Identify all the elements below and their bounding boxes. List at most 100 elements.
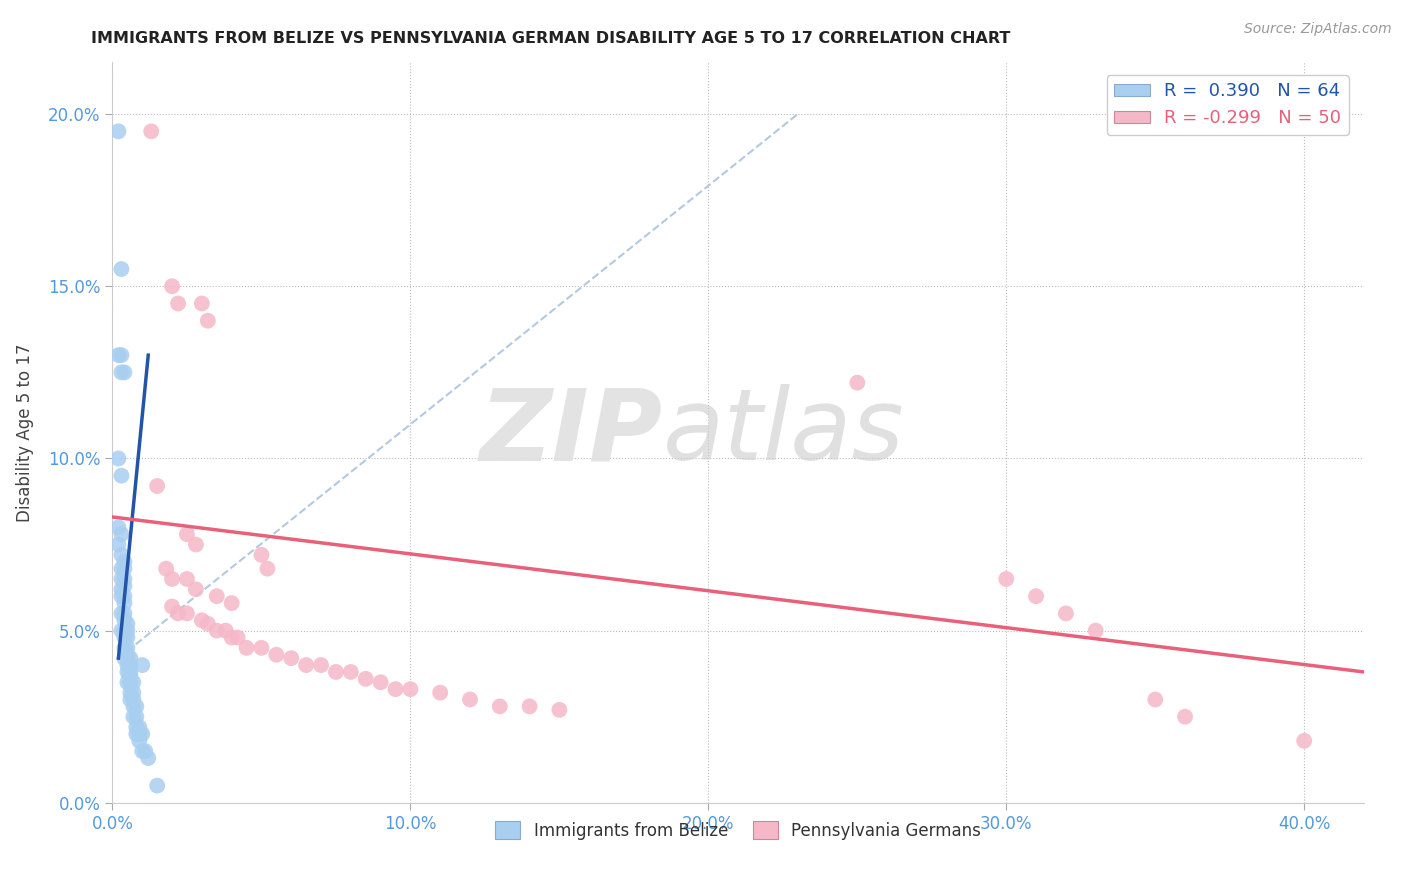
Point — [160, 279, 183, 293]
Point — [117, 640, 139, 655]
Point — [325, 665, 347, 679]
Point — [519, 699, 541, 714]
Point — [176, 572, 198, 586]
Point — [146, 479, 169, 493]
Point — [122, 685, 145, 699]
Point — [340, 665, 363, 679]
Point — [125, 727, 148, 741]
Point — [128, 720, 150, 734]
Point — [112, 579, 135, 593]
Point — [250, 548, 273, 562]
Point — [112, 572, 135, 586]
Point — [117, 616, 139, 631]
Point — [205, 589, 228, 603]
Point — [107, 124, 129, 138]
Point — [128, 727, 150, 741]
Point — [205, 624, 228, 638]
Point — [266, 648, 288, 662]
Point — [280, 651, 302, 665]
Point — [256, 561, 278, 575]
Point — [295, 658, 318, 673]
Point — [131, 658, 153, 673]
Point — [155, 561, 177, 575]
Point — [1174, 709, 1197, 723]
Point — [117, 651, 139, 665]
Point — [1054, 607, 1077, 621]
Point — [112, 631, 135, 645]
Point — [548, 703, 571, 717]
Point — [112, 607, 135, 621]
Point — [995, 572, 1018, 586]
Point — [226, 631, 249, 645]
Point — [112, 365, 135, 379]
Point — [125, 709, 148, 723]
Point — [399, 682, 422, 697]
Point — [1294, 734, 1316, 748]
Point — [112, 624, 135, 638]
Point — [184, 537, 207, 551]
Point — [110, 365, 132, 379]
Point — [110, 572, 132, 586]
Point — [131, 744, 153, 758]
Point — [160, 572, 183, 586]
Point — [429, 685, 451, 699]
Point — [117, 631, 139, 645]
Point — [112, 596, 135, 610]
Point — [110, 262, 132, 277]
Point — [120, 658, 142, 673]
Point — [107, 348, 129, 362]
Point — [107, 537, 129, 551]
Text: atlas: atlas — [664, 384, 904, 481]
Point — [112, 589, 135, 603]
Point — [110, 589, 132, 603]
Point — [110, 527, 132, 541]
Point — [120, 651, 142, 665]
Text: ZIP: ZIP — [479, 384, 664, 481]
Point — [458, 692, 481, 706]
Point — [191, 613, 214, 627]
Point — [110, 624, 132, 638]
Point — [110, 548, 132, 562]
Point — [112, 640, 135, 655]
Point — [110, 582, 132, 597]
Point — [117, 624, 139, 638]
Text: IMMIGRANTS FROM BELIZE VS PENNSYLVANIA GERMAN DISABILITY AGE 5 TO 17 CORRELATION: IMMIGRANTS FROM BELIZE VS PENNSYLVANIA G… — [91, 31, 1011, 46]
Point — [167, 607, 190, 621]
Point — [235, 640, 257, 655]
Point — [122, 692, 145, 706]
Point — [1144, 692, 1167, 706]
Point — [117, 675, 139, 690]
Point — [309, 658, 332, 673]
Point — [117, 665, 139, 679]
Point — [1025, 589, 1047, 603]
Legend: Immigrants from Belize, Pennsylvania Germans: Immigrants from Belize, Pennsylvania Ger… — [488, 814, 988, 847]
Point — [1084, 624, 1107, 638]
Point — [125, 699, 148, 714]
Point — [128, 734, 150, 748]
Point — [197, 314, 219, 328]
Point — [221, 596, 243, 610]
Point — [221, 631, 243, 645]
Point — [141, 124, 163, 138]
Point — [134, 744, 156, 758]
Point — [122, 709, 145, 723]
Point — [146, 779, 169, 793]
Point — [110, 561, 132, 575]
Point — [110, 468, 132, 483]
Point — [215, 624, 238, 638]
Y-axis label: Disability Age 5 to 17: Disability Age 5 to 17 — [17, 343, 34, 522]
Point — [112, 613, 135, 627]
Point — [107, 451, 129, 466]
Point — [488, 699, 510, 714]
Point — [112, 555, 135, 569]
Point — [110, 607, 132, 621]
Point — [117, 648, 139, 662]
Point — [125, 720, 148, 734]
Point — [120, 692, 142, 706]
Point — [131, 727, 153, 741]
Point — [354, 672, 377, 686]
Point — [176, 607, 198, 621]
Point — [120, 685, 142, 699]
Point — [120, 675, 142, 690]
Point — [176, 527, 198, 541]
